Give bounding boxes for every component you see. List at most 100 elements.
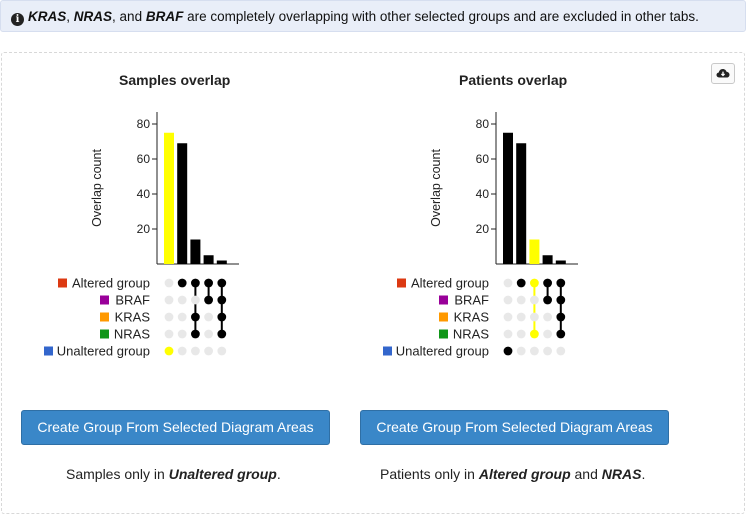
- set-dot-inactive: [543, 346, 552, 356]
- set-dot-inactive: [503, 329, 513, 339]
- set-dot-inactive: [204, 346, 214, 356]
- patients-upset-chart: 20 40 60 80 Overlap count Altered group BRAF KR…: [383, 112, 578, 359]
- summary-suffix: .: [276, 466, 281, 482]
- set-dot-active: [217, 329, 227, 339]
- overlap-panel: [1, 52, 745, 514]
- gene-kras: KRAS: [28, 9, 67, 24]
- set-dot-active: [556, 278, 566, 288]
- group-color-swatch: [439, 295, 448, 305]
- gene-braf: BRAF: [145, 9, 184, 24]
- group-legend-label: Altered group: [411, 276, 489, 291]
- download-button[interactable]: [711, 63, 735, 84]
- set-dot-inactive: [516, 329, 526, 339]
- set-dot-active: [204, 278, 214, 288]
- summary-group-name: NRAS: [601, 466, 642, 482]
- overlap-bar: [542, 255, 553, 264]
- group-legend-label: KRAS: [115, 310, 151, 325]
- group-color-swatch: [439, 329, 448, 339]
- patients-title: Patients overlap: [459, 72, 568, 88]
- group-color-swatch: [100, 312, 109, 322]
- set-dot-inactive: [530, 312, 539, 322]
- set-dot-inactive: [191, 295, 200, 305]
- summary-suffix: .: [641, 466, 646, 482]
- y-tick-label: 40: [476, 187, 490, 201]
- set-dot-inactive: [543, 312, 552, 322]
- alert-sep: , and: [112, 9, 146, 24]
- set-dot-inactive: [177, 346, 187, 356]
- overlap-bar: [190, 239, 201, 264]
- samples-upset-chart: 20 40 60 80 Overlap count Altered group BRAF KR…: [44, 112, 239, 359]
- set-dot-inactive: [164, 312, 174, 322]
- group-color-swatch: [100, 295, 109, 305]
- alert-sep: ,: [66, 9, 74, 24]
- gene-nras: NRAS: [73, 9, 113, 24]
- set-dot-inactive: [164, 329, 174, 339]
- overlap-bar: [203, 255, 214, 264]
- set-dot-inactive: [204, 312, 214, 322]
- y-tick-label: 80: [137, 117, 151, 131]
- patients-overlap-diagram: Patients overlap 20 40 60 80 Overlap count Al…: [339, 60, 679, 370]
- set-dot-active: [516, 278, 526, 288]
- group-legend-label: KRAS: [454, 310, 490, 325]
- set-dot-inactive: [177, 312, 187, 322]
- y-tick-label: 60: [137, 152, 151, 166]
- group-color-swatch: [100, 329, 109, 339]
- set-dot-inactive: [177, 329, 187, 339]
- y-axis-title: Overlap count: [429, 149, 443, 227]
- set-dot-inactive: [503, 278, 513, 288]
- y-axis-title: Overlap count: [90, 149, 104, 227]
- summary-prefix: Patients only in: [380, 466, 479, 482]
- set-dot-active: [191, 312, 200, 322]
- summary-group-name: Altered group: [478, 466, 571, 482]
- set-dot-active: [217, 295, 227, 305]
- samples-create-group-button[interactable]: Create Group From Selected Diagram Areas: [21, 410, 330, 445]
- overlap-bar: [516, 143, 527, 264]
- group-legend-label: BRAF: [115, 293, 150, 308]
- group-legend-label: NRAS: [114, 327, 150, 342]
- set-dot-inactive: [543, 329, 552, 339]
- set-dot-inactive: [503, 312, 513, 322]
- summary-joiner: and: [570, 466, 602, 482]
- group-legend-label: Unaltered group: [57, 344, 150, 359]
- summary-prefix: Samples only in: [66, 466, 169, 482]
- patients-create-group-button[interactable]: Create Group From Selected Diagram Areas: [360, 410, 669, 445]
- set-dot-inactive: [516, 312, 526, 322]
- set-dot-inactive: [530, 346, 539, 356]
- group-color-swatch: [439, 312, 448, 322]
- cloud-download-icon: [716, 69, 730, 78]
- overlap-bar: [216, 260, 227, 264]
- set-dot-active: [543, 278, 552, 288]
- group-color-swatch: [397, 278, 406, 288]
- set-dot-active: [503, 346, 513, 356]
- set-dot-active: [217, 278, 227, 288]
- set-dot-active: [530, 278, 539, 288]
- set-dot-inactive: [204, 329, 214, 339]
- group-color-swatch: [44, 346, 53, 356]
- group-legend-label: Altered group: [72, 276, 150, 291]
- set-dot-inactive: [191, 346, 200, 356]
- group-color-swatch: [58, 278, 67, 288]
- y-tick-label: 20: [137, 222, 151, 236]
- set-dot-inactive: [516, 346, 526, 356]
- set-dot-inactive: [556, 346, 566, 356]
- group-color-swatch: [383, 346, 392, 356]
- set-dot-inactive: [164, 278, 174, 288]
- overlap-bar: [164, 132, 174, 264]
- set-dot-inactive: [530, 295, 539, 305]
- set-dot-active: [177, 278, 187, 288]
- set-dot-active: [556, 295, 566, 305]
- samples-summary: Samples only in Unaltered group.: [66, 466, 281, 482]
- set-dot-active: [204, 295, 214, 305]
- group-legend-label: Unaltered group: [396, 344, 489, 359]
- set-dot-active: [191, 278, 200, 288]
- info-alert: i KRAS, NRAS, and BRAF are completely ove…: [0, 0, 746, 32]
- set-dot-inactive: [164, 295, 174, 305]
- overlap-bar: [529, 239, 540, 264]
- set-dot-active: [164, 346, 174, 356]
- set-dot-inactive: [516, 295, 526, 305]
- summary-group-name: Unaltered group: [168, 466, 277, 482]
- y-tick-label: 40: [137, 187, 151, 201]
- alert-text: are completely overlapping with other se…: [183, 9, 699, 24]
- overlap-bar: [177, 143, 188, 264]
- set-dot-active: [191, 329, 200, 339]
